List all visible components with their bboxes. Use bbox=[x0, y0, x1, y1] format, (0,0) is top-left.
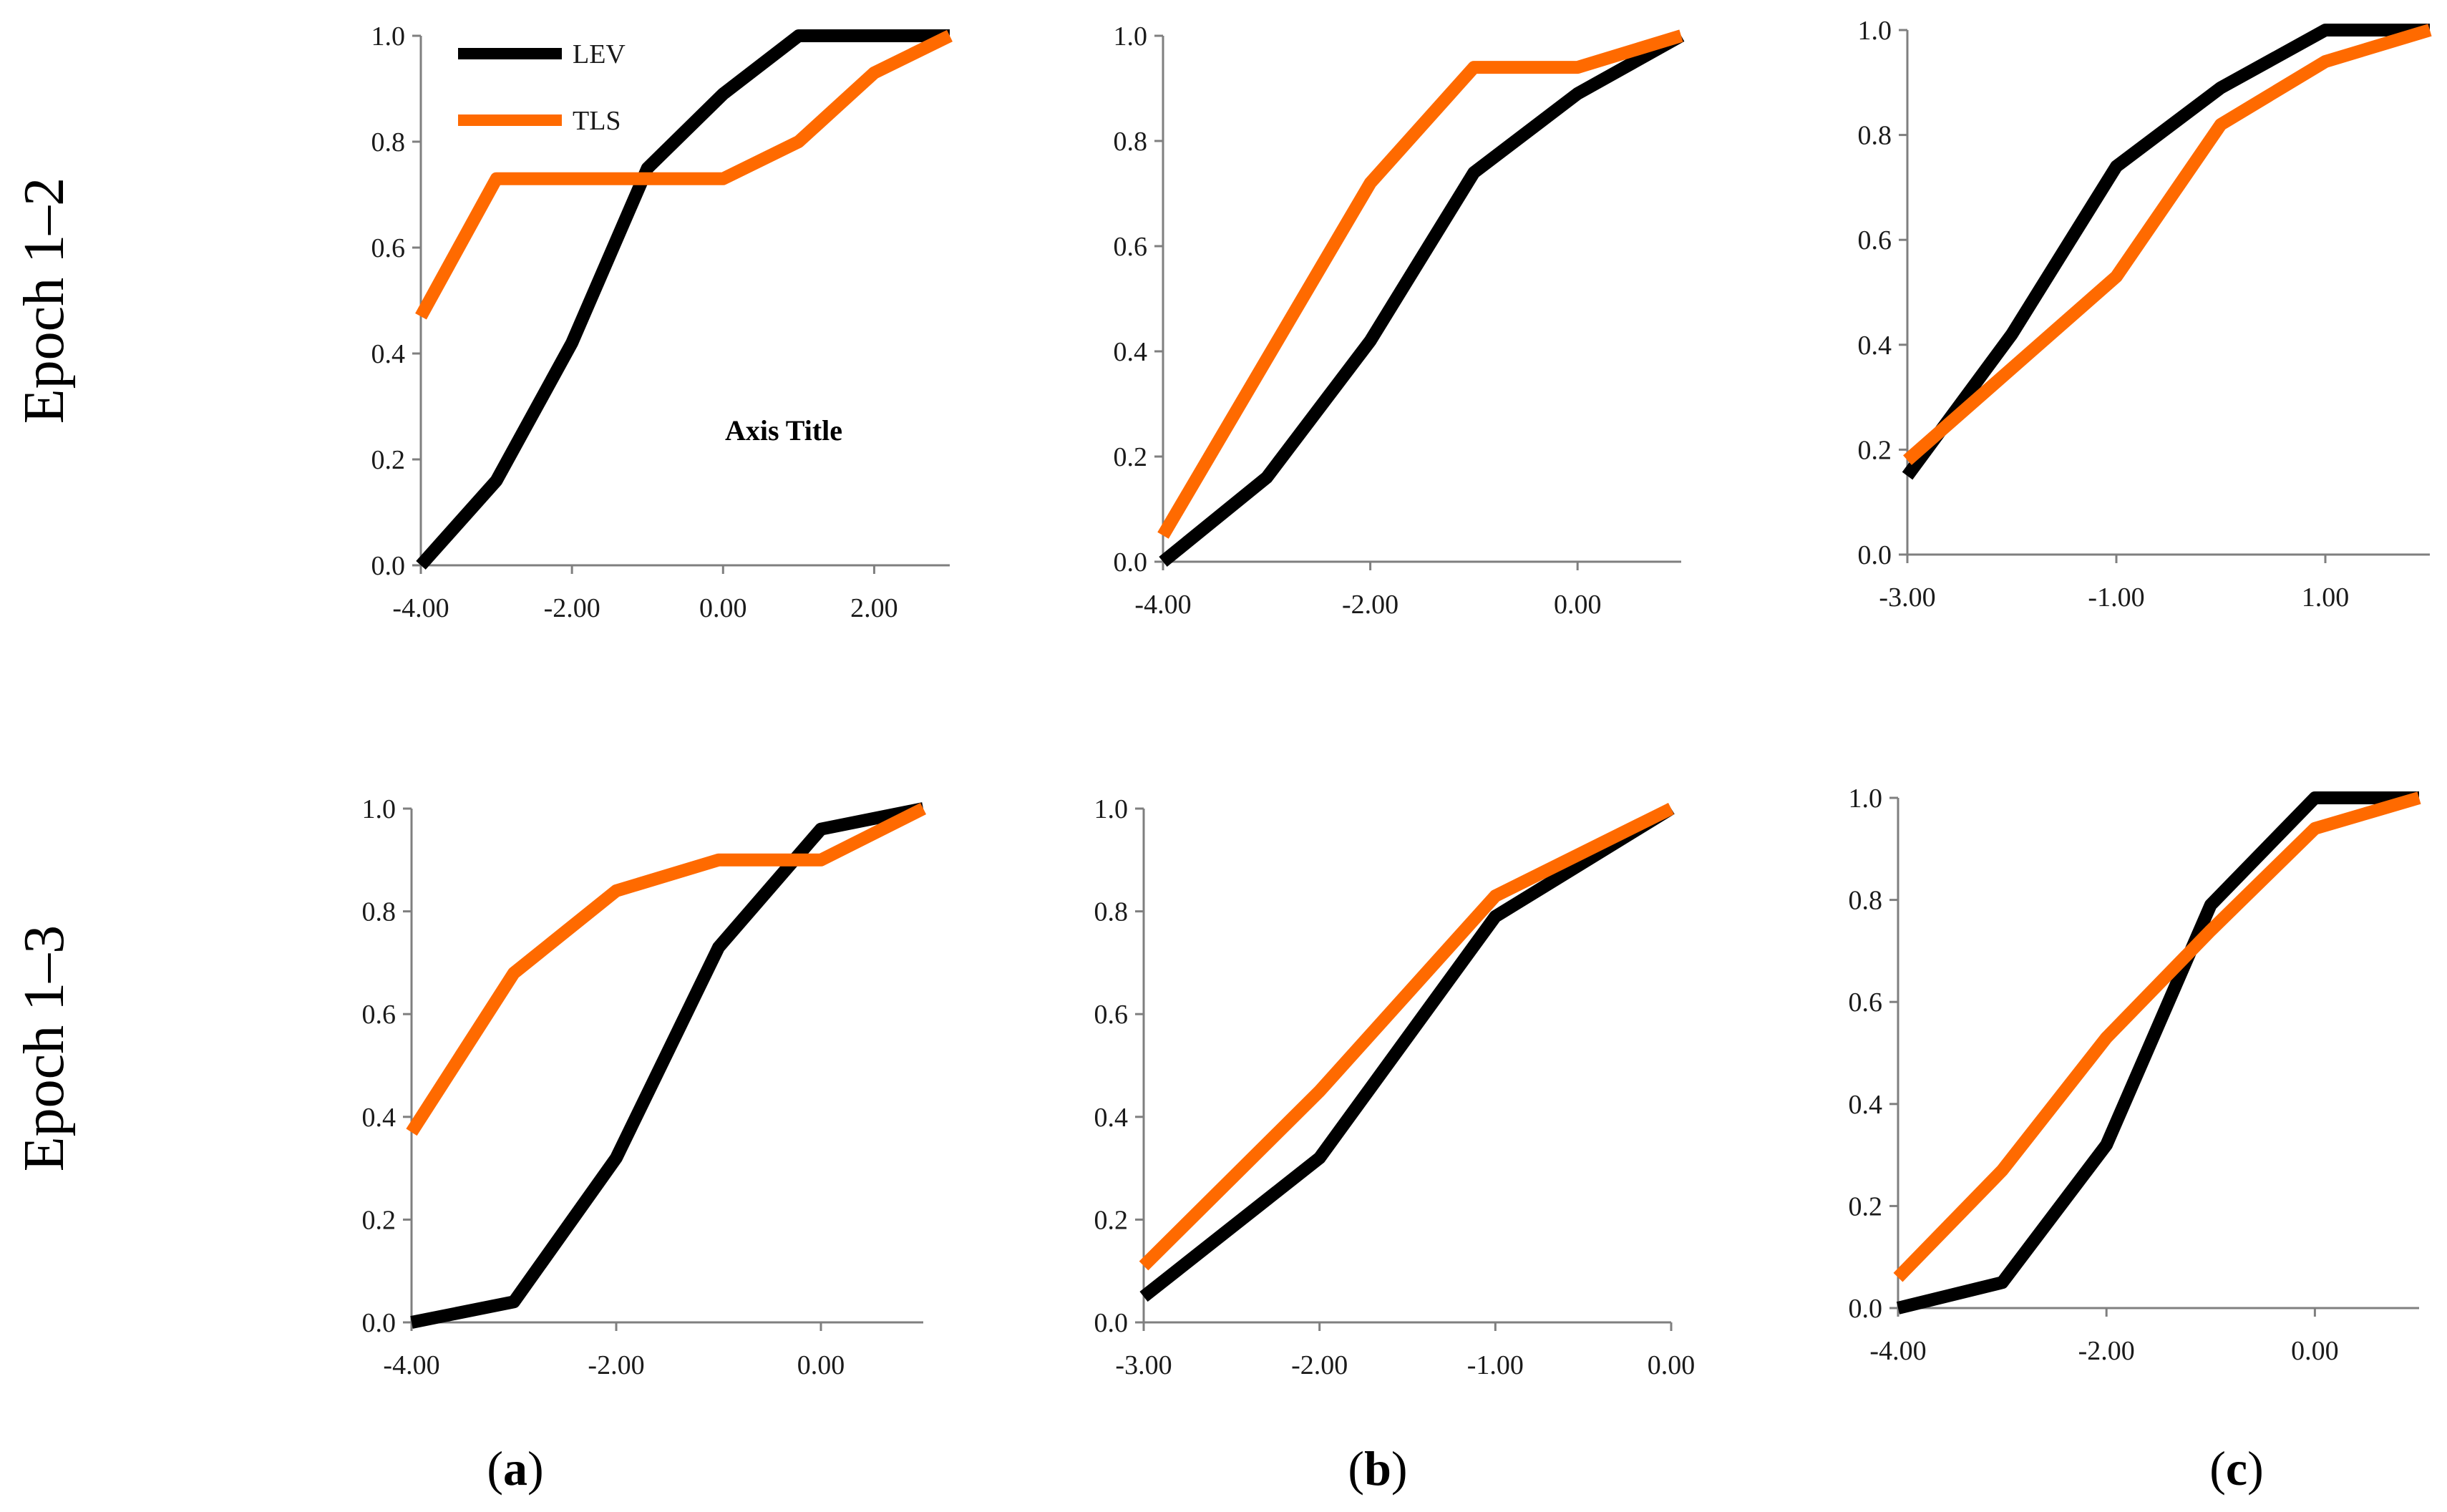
panel-label-c: (c) bbox=[2209, 1441, 2264, 1496]
series-line-tls bbox=[1893, 791, 2421, 1282]
series-line-lev bbox=[416, 29, 950, 570]
series-line-lev bbox=[1139, 803, 1675, 1302]
y-tick-label: 0.8 bbox=[362, 897, 397, 927]
panel-label-a: (a) bbox=[487, 1441, 543, 1496]
y-tick-label: 0.8 bbox=[1858, 121, 1892, 151]
y-tick-label: 0.0 bbox=[371, 551, 406, 581]
y-tick-label: 1.0 bbox=[1858, 16, 1892, 46]
series-line-lev bbox=[1902, 24, 2430, 480]
y-tick-label: 0.8 bbox=[1094, 897, 1129, 927]
chart-panel-epoch-1-2-c: 0.0 0.2 0.4 0.6 0.8 1.0 -3.00 -1.00 1.00 bbox=[1858, 16, 2432, 613]
series-line-tls bbox=[406, 802, 927, 1136]
y-tick-label: 0.4 bbox=[1849, 1090, 1883, 1120]
series-line-lev bbox=[1896, 791, 2419, 1315]
chart-panel-epoch-1-3-b: 0.0 0.2 0.4 0.6 0.8 1.0 -3.00 -2.00 -1.00 0.00 bbox=[1094, 794, 1696, 1380]
x-tick-label: -2.00 bbox=[588, 1350, 644, 1380]
legend-label-tls: TLS bbox=[573, 106, 621, 136]
y-tick-label: 0.2 bbox=[371, 445, 406, 475]
x-tick-label: 0.00 bbox=[1648, 1350, 1696, 1380]
series-line-tls bbox=[1903, 24, 2432, 465]
y-tick-label: 0.8 bbox=[371, 127, 406, 157]
y-tick-label: 0.4 bbox=[371, 339, 406, 369]
x-tick-label: 0.00 bbox=[2291, 1336, 2339, 1366]
y-tick-label: 0.2 bbox=[1858, 435, 1892, 465]
y-tick-label: 1.0 bbox=[1114, 21, 1148, 52]
x-tick-label: -2.00 bbox=[544, 593, 600, 623]
y-tick-label: 0.0 bbox=[1114, 547, 1148, 577]
y-tick-label: 0.0 bbox=[1094, 1308, 1129, 1338]
y-tick-label: 0.2 bbox=[1114, 442, 1148, 472]
chart-panel-epoch-1-3-a: 0.0 0.2 0.4 0.6 0.8 1.0 -4.00 -2.00 0.00 bbox=[362, 794, 927, 1380]
x-tick-label: 0.00 bbox=[699, 593, 747, 623]
x-tick-label: -1.00 bbox=[2088, 582, 2144, 613]
x-tick-label: -3.00 bbox=[1879, 582, 1935, 613]
y-tick-label: 1.0 bbox=[1094, 794, 1129, 824]
axis-title-annotation: Axis Title bbox=[725, 414, 842, 447]
y-tick-label: 0.4 bbox=[1858, 331, 1892, 361]
y-tick-label: 0.8 bbox=[1849, 886, 1883, 916]
y-tick-label: 0.4 bbox=[1094, 1103, 1129, 1133]
x-tick-label: 0.00 bbox=[797, 1350, 845, 1380]
legend: LEV TLS bbox=[458, 39, 626, 136]
y-tick-label: 0.0 bbox=[1849, 1294, 1883, 1324]
y-tick-label: 0.6 bbox=[362, 1000, 397, 1030]
y-tick-label: 0.6 bbox=[1849, 987, 1883, 1018]
y-tick-label: 0.4 bbox=[362, 1103, 397, 1133]
series-line-lev bbox=[1159, 30, 1685, 567]
series-line-tls bbox=[415, 29, 953, 320]
x-tick-label: -3.00 bbox=[1115, 1350, 1172, 1380]
y-tick-label: 0.2 bbox=[1849, 1191, 1883, 1221]
y-tick-label: 0.2 bbox=[1094, 1205, 1129, 1235]
y-tick-label: 0.4 bbox=[1114, 337, 1148, 367]
x-tick-label: -2.00 bbox=[1342, 590, 1398, 620]
legend-label-lev: LEV bbox=[573, 39, 626, 69]
x-tick-label: 1.00 bbox=[2302, 582, 2350, 613]
row-label-epoch-1-2: Epoch 1–2 bbox=[13, 177, 76, 424]
series-line-tls bbox=[1157, 29, 1683, 539]
y-tick-label: 0.2 bbox=[362, 1205, 397, 1235]
x-tick-label: 2.00 bbox=[850, 593, 898, 623]
series-line-tls bbox=[1139, 802, 1675, 1271]
chart-panel-epoch-1-2-a: 0.0 0.2 0.4 0.6 0.8 1.0 -4.00 -2.00 0.00 2.00 bbox=[371, 21, 953, 623]
series-line-lev bbox=[410, 802, 925, 1329]
x-tick-label: -4.00 bbox=[392, 593, 449, 623]
x-tick-label: -2.00 bbox=[2078, 1336, 2135, 1366]
y-tick-label: 0.6 bbox=[371, 233, 406, 263]
y-tick-label: 1.0 bbox=[371, 21, 406, 52]
y-tick-label: 0.6 bbox=[1114, 232, 1148, 262]
y-tick-label: 0.6 bbox=[1858, 225, 1892, 255]
x-tick-label: -4.00 bbox=[1869, 1336, 1926, 1366]
y-tick-label: 0.8 bbox=[1114, 127, 1148, 157]
x-tick-label: -4.00 bbox=[383, 1350, 439, 1380]
chart-panel-epoch-1-2-b: 0.0 0.2 0.4 0.6 0.8 1.0 -4.00 -2.00 0.00 bbox=[1114, 21, 1685, 620]
row-label-epoch-1-3: Epoch 1–3 bbox=[13, 925, 76, 1171]
y-tick-label: 0.6 bbox=[1094, 1000, 1129, 1030]
y-tick-label: 1.0 bbox=[362, 794, 397, 824]
x-tick-label: 0.00 bbox=[1554, 590, 1602, 620]
chart-panel-epoch-1-3-c: 0.0 0.2 0.4 0.6 0.8 1.0 -4.00 -2.00 0.00 bbox=[1849, 784, 2421, 1366]
y-tick-label: 0.0 bbox=[362, 1308, 397, 1338]
y-tick-label: 1.0 bbox=[1849, 784, 1883, 814]
x-tick-label: -1.00 bbox=[1467, 1350, 1524, 1380]
x-tick-label: -2.00 bbox=[1291, 1350, 1348, 1380]
x-tick-label: -4.00 bbox=[1134, 590, 1191, 620]
y-tick-label: 0.0 bbox=[1858, 540, 1892, 570]
panel-label-b: (b) bbox=[1348, 1441, 1407, 1496]
